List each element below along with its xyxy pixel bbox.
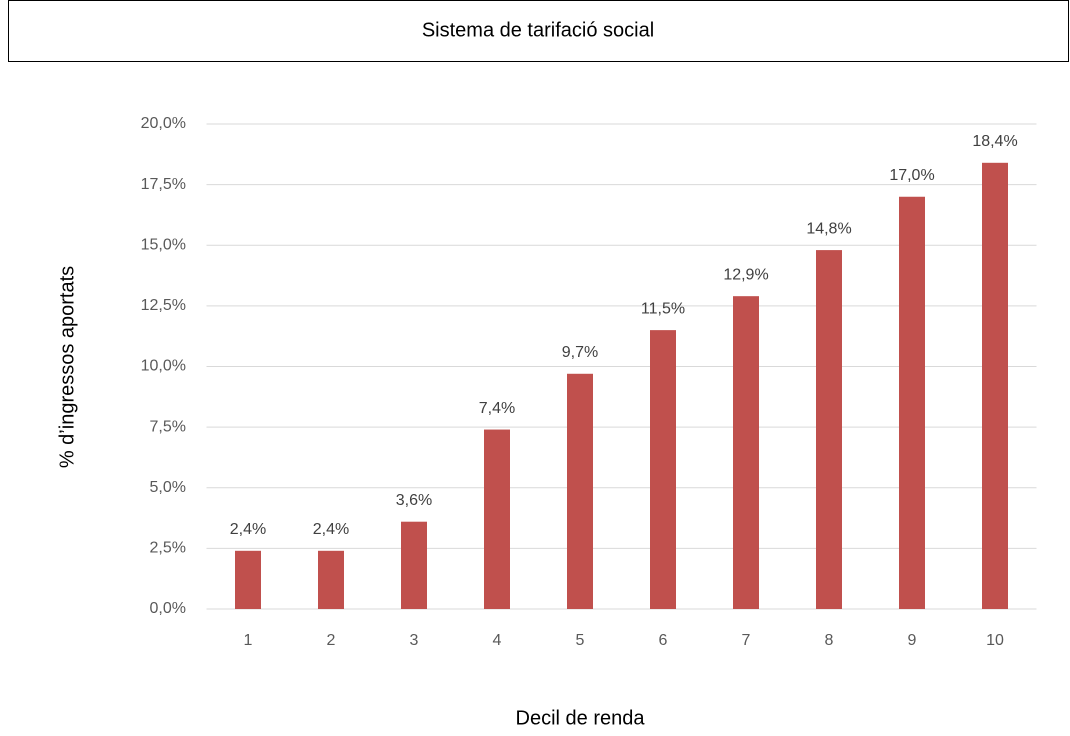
data-label: 3,6% [396,492,432,509]
y-tick-label: 10,0% [141,358,186,375]
data-label: 11,5% [641,300,685,317]
x-tick-label: 9 [908,632,917,649]
data-label: 2,4% [313,521,349,538]
bar [816,250,842,609]
title-box [8,0,1069,62]
x-tick-label: 6 [659,632,668,649]
y-tick-label: 0,0% [150,600,186,617]
data-label: 9,7% [562,344,598,361]
y-tick-label: 12,5% [141,297,186,314]
x-tick-label: 7 [742,632,751,649]
data-label: 12,9% [723,266,768,283]
data-label: 2,4% [230,521,266,538]
x-tick-label: 3 [410,632,419,649]
bar [733,296,759,609]
x-tick-label: 5 [576,632,585,649]
x-axis-title: Decil de renda [516,707,646,729]
y-tick-label: 20,0% [141,115,186,132]
bar [650,330,676,609]
y-tick-label: 2,5% [150,540,186,557]
x-tick-label: 4 [493,632,502,649]
bar [982,162,1008,610]
data-label: 14,8% [806,220,851,237]
x-tick-label: 1 [244,632,253,649]
data-label: 7,4% [479,400,515,417]
bar [318,550,344,609]
data-label: 18,4% [972,133,1017,150]
x-tick-label: 2 [327,632,336,649]
bar [235,550,261,609]
data-label: 17,0% [889,167,934,184]
bar [484,429,510,609]
bar [401,521,427,609]
bar [899,196,925,609]
bar [567,373,593,609]
y-tick-label: 7,5% [150,418,186,435]
y-tick-label: 15,0% [141,236,186,253]
chart-title: Sistema de tarifació social [422,19,654,41]
y-tick-label: 5,0% [150,479,186,496]
x-tick-label: 10 [986,632,1004,649]
y-tick-label: 17,5% [141,176,186,193]
y-axis-title: % d’ingressos aportats [56,266,78,468]
x-tick-label: 8 [825,632,834,649]
